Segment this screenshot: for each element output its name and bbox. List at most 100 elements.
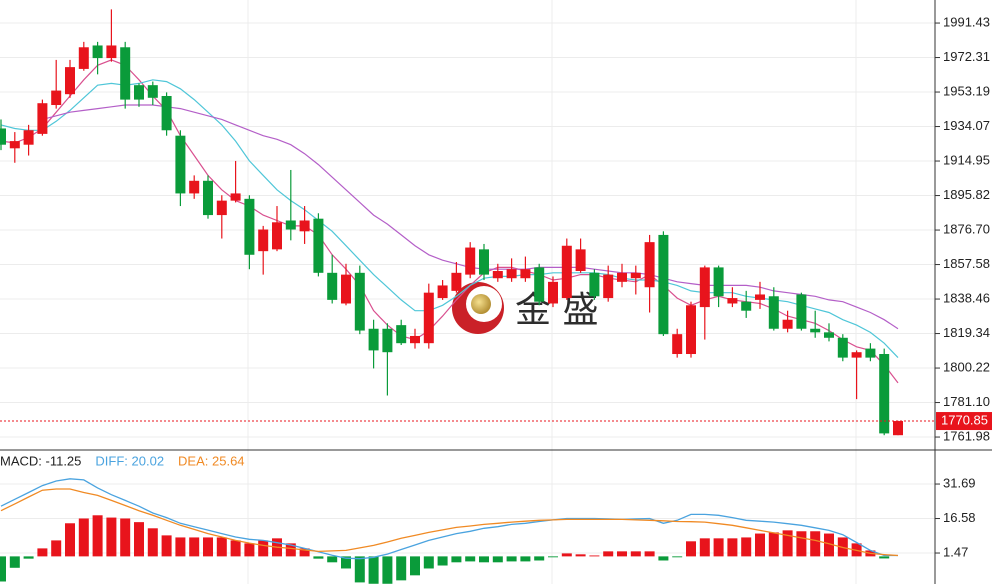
candle-body: [893, 421, 903, 436]
candle-body: [106, 45, 117, 59]
candle-body: [658, 234, 669, 335]
candle-body: [492, 271, 503, 279]
macd-bar: [630, 551, 641, 557]
y-tick-label: 16.58: [943, 510, 976, 525]
macd-line: [0, 478, 898, 560]
macd-bar: [575, 554, 586, 557]
candle-body: [51, 90, 62, 106]
y-tick-label: 1972.31: [943, 49, 990, 64]
watermark: 金 盛: [452, 282, 598, 334]
macd-bar: [92, 515, 103, 557]
macd-bar: [520, 556, 531, 562]
macd-bar: [285, 543, 296, 557]
macd-bar: [644, 551, 655, 557]
macd-bar: [423, 556, 434, 569]
candle-body: [520, 269, 531, 279]
macd-bar: [0, 556, 6, 582]
candle-body: [410, 335, 420, 344]
macd-bar: [216, 537, 227, 557]
candle-body: [147, 85, 158, 98]
macd-bar: [451, 556, 462, 563]
candle-body: [451, 272, 462, 291]
candle-body: [285, 220, 296, 230]
last-price-label: 1770.85: [941, 412, 988, 427]
candle-body: [216, 200, 227, 216]
macd-bar: [437, 556, 448, 566]
macd-bar: [548, 556, 558, 558]
macd-bar: [161, 535, 172, 557]
candle-body: [341, 274, 351, 304]
y-tick-label: 1781.10: [943, 394, 990, 409]
legend: MACD: -11.25 DIFF: 20.02 DEA: 25.64: [0, 453, 245, 468]
macd-bar: [23, 556, 34, 559]
candle-body: [354, 272, 365, 331]
candle-body: [506, 269, 517, 279]
macd-bar: [341, 556, 351, 569]
candle-body: [796, 294, 807, 329]
legend-entry: DIFF: 20.02: [95, 453, 164, 468]
macd-bar: [354, 556, 365, 583]
macd-bar: [230, 540, 241, 557]
y-tick-label: 1857.58: [943, 256, 990, 271]
macd-bar: [203, 537, 213, 557]
candle-body: [272, 222, 282, 250]
macd-bar: [382, 556, 393, 584]
macd-bar: [796, 531, 807, 557]
candle-body: [851, 352, 862, 358]
candle-body: [0, 128, 6, 145]
candle-body: [589, 272, 600, 297]
macd-bar: [492, 556, 503, 563]
macd-bar: [479, 556, 489, 563]
candle-body: [699, 267, 710, 308]
candle-body: [65, 67, 75, 95]
candle-body: [672, 334, 683, 355]
macd-bar: [824, 533, 834, 557]
candle-body: [244, 198, 255, 255]
candle-body: [9, 141, 20, 149]
candle-body: [299, 220, 310, 232]
candle-body: [810, 328, 821, 333]
macd-bar: [768, 532, 779, 557]
y-tick-label: 1934.07: [943, 118, 990, 133]
macd-bar: [106, 517, 117, 557]
macd-line: [0, 488, 899, 557]
y-tick-label: 1895.82: [943, 187, 990, 202]
macd-bar: [147, 528, 158, 557]
candle-body: [561, 245, 572, 299]
candle-body: [258, 229, 269, 252]
y-tick-label: 1800.22: [943, 359, 990, 374]
y-tick-label: 31.69: [943, 475, 976, 490]
candle-body: [644, 242, 655, 288]
macd-bar: [603, 551, 614, 557]
candle-body: [120, 47, 131, 100]
candle-body: [396, 325, 407, 344]
candle-body: [437, 285, 448, 299]
candle-body: [727, 298, 738, 304]
macd-bar: [810, 531, 821, 557]
macd-bar: [258, 540, 269, 557]
macd-bar: [65, 523, 75, 557]
candle-body: [203, 180, 213, 216]
macd-bar: [368, 556, 379, 584]
macd-bar: [175, 537, 186, 557]
candle-body: [313, 218, 324, 273]
axis: 1991.43 1972.31 1953.19 1934.07 1914.95 1895.…: [935, 14, 992, 559]
macd-bar: [686, 541, 696, 557]
macd-bar: [755, 533, 765, 557]
macd-bar: [741, 537, 752, 557]
candle-body: [741, 301, 752, 311]
macd-bar: [37, 548, 48, 557]
candle-body: [230, 193, 241, 201]
macd-bar: [699, 538, 710, 557]
candle-body: [879, 354, 890, 434]
candle-body: [465, 247, 476, 275]
legend-entry: DEA: 25.64: [178, 453, 245, 468]
macd-bar: [713, 538, 724, 557]
candle-body: [575, 249, 586, 272]
price-plot: [0, 9, 935, 436]
macd-bar: [658, 556, 669, 561]
macd-bar: [782, 530, 793, 557]
macd-bar: [534, 556, 545, 561]
macd-bar: [120, 518, 131, 557]
